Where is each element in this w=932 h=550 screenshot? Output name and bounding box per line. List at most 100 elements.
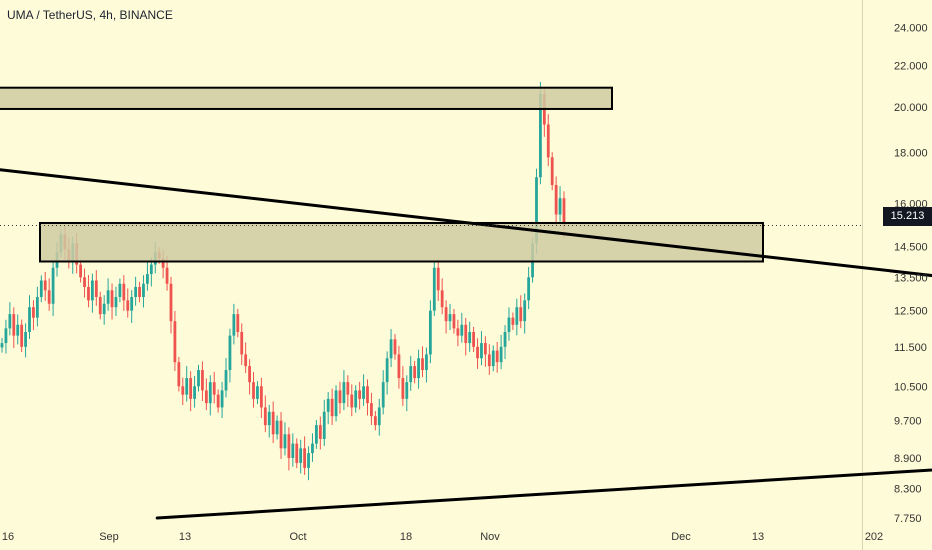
candle-body bbox=[185, 378, 189, 395]
candle-body bbox=[83, 277, 86, 288]
candle-body bbox=[354, 390, 358, 408]
candle-body bbox=[142, 283, 145, 297]
candle-body bbox=[220, 390, 224, 408]
candle-body bbox=[362, 386, 365, 399]
candle-body bbox=[358, 390, 362, 399]
candle-body bbox=[165, 267, 169, 284]
candle-body bbox=[519, 307, 523, 322]
candle-body bbox=[346, 382, 350, 395]
candle-body bbox=[425, 354, 428, 371]
candle-body bbox=[248, 366, 251, 383]
candle-body bbox=[189, 378, 193, 399]
candle-body bbox=[421, 358, 424, 371]
descending-trendline[interactable] bbox=[0, 168, 932, 340]
candle-body bbox=[460, 324, 464, 336]
candle-body bbox=[405, 382, 409, 399]
candle-body bbox=[315, 425, 318, 444]
candle-body bbox=[197, 370, 200, 387]
candle-body bbox=[338, 390, 342, 404]
candle-body bbox=[318, 425, 322, 439]
candle-body bbox=[126, 300, 130, 311]
candle-body bbox=[385, 358, 389, 383]
candle-body bbox=[12, 314, 16, 336]
x-tick-label: 18 bbox=[400, 531, 412, 543]
candle-body bbox=[476, 346, 479, 359]
candle-body bbox=[511, 317, 515, 325]
support-zone[interactable] bbox=[39, 221, 764, 263]
candle-body bbox=[146, 274, 149, 284]
y-tick-label: 13.500 bbox=[894, 272, 928, 284]
candle-body bbox=[114, 296, 118, 308]
candle-body bbox=[94, 280, 98, 297]
candle-body bbox=[483, 343, 487, 355]
candle-body bbox=[432, 267, 436, 311]
candle-body bbox=[558, 198, 562, 215]
candle-body bbox=[307, 453, 310, 468]
candle-body bbox=[472, 331, 475, 347]
candle-body bbox=[32, 307, 35, 318]
candle-body bbox=[256, 386, 259, 399]
candle-body bbox=[28, 307, 31, 332]
candle-body bbox=[134, 287, 138, 297]
candle-body bbox=[275, 420, 279, 435]
y-tick-label: 20.000 bbox=[894, 102, 928, 114]
candle-body bbox=[201, 370, 204, 391]
candle-body bbox=[177, 362, 181, 387]
candle-body bbox=[228, 335, 232, 371]
candle-body bbox=[240, 331, 244, 355]
candle-body bbox=[393, 339, 397, 355]
y-tick-label: 14.500 bbox=[894, 241, 928, 253]
candle-body bbox=[138, 287, 141, 297]
candle-body bbox=[523, 300, 527, 322]
x-tick-label: 13 bbox=[179, 531, 191, 543]
candle-body bbox=[39, 280, 43, 297]
candle-body bbox=[503, 331, 507, 347]
candle-body bbox=[291, 443, 295, 458]
candle-body bbox=[193, 386, 196, 399]
candle-body bbox=[0, 343, 4, 348]
candle-body bbox=[271, 411, 275, 435]
candle-body bbox=[236, 314, 240, 332]
candle-body bbox=[401, 378, 405, 399]
candle-body bbox=[495, 350, 499, 363]
candle-body bbox=[118, 283, 122, 297]
candle-body bbox=[448, 314, 452, 322]
y-tick-label: 9.700 bbox=[894, 416, 922, 428]
ascending-trendline[interactable] bbox=[155, 403, 932, 520]
candle-body bbox=[444, 307, 448, 322]
candle-body bbox=[417, 358, 420, 379]
y-tick-label: 7.750 bbox=[894, 513, 922, 525]
x-tick-label: 16 bbox=[2, 531, 14, 543]
candle-body bbox=[377, 407, 381, 426]
candle-body bbox=[259, 386, 263, 408]
y-tick-label: 8.300 bbox=[894, 483, 922, 495]
candle-body bbox=[79, 264, 82, 278]
x-tick-label: Sep bbox=[99, 531, 119, 543]
resistance-zone[interactable] bbox=[0, 86, 613, 110]
candle-body bbox=[480, 343, 483, 359]
candle-body bbox=[413, 366, 417, 379]
y-tick-label: 24.000 bbox=[894, 23, 928, 35]
candle-body bbox=[491, 350, 495, 367]
candle-body bbox=[381, 382, 385, 408]
candle-body bbox=[550, 157, 554, 186]
candle-body bbox=[554, 185, 558, 215]
y-tick-label: 11.500 bbox=[894, 342, 927, 354]
candle-body bbox=[232, 314, 236, 336]
candle-body bbox=[452, 314, 456, 329]
candle-body bbox=[311, 443, 314, 454]
candle-body bbox=[330, 398, 334, 417]
candle-body bbox=[515, 307, 519, 325]
candle-body bbox=[263, 407, 267, 426]
candle-body bbox=[51, 267, 55, 304]
candle-body bbox=[539, 93, 542, 178]
candle-body bbox=[370, 403, 373, 417]
candle-body bbox=[464, 324, 468, 344]
candle-body bbox=[397, 354, 401, 379]
candle-body bbox=[122, 283, 126, 301]
x-tick-label: 13 bbox=[752, 531, 764, 543]
candle-body bbox=[487, 354, 491, 367]
candle-body bbox=[35, 296, 39, 318]
